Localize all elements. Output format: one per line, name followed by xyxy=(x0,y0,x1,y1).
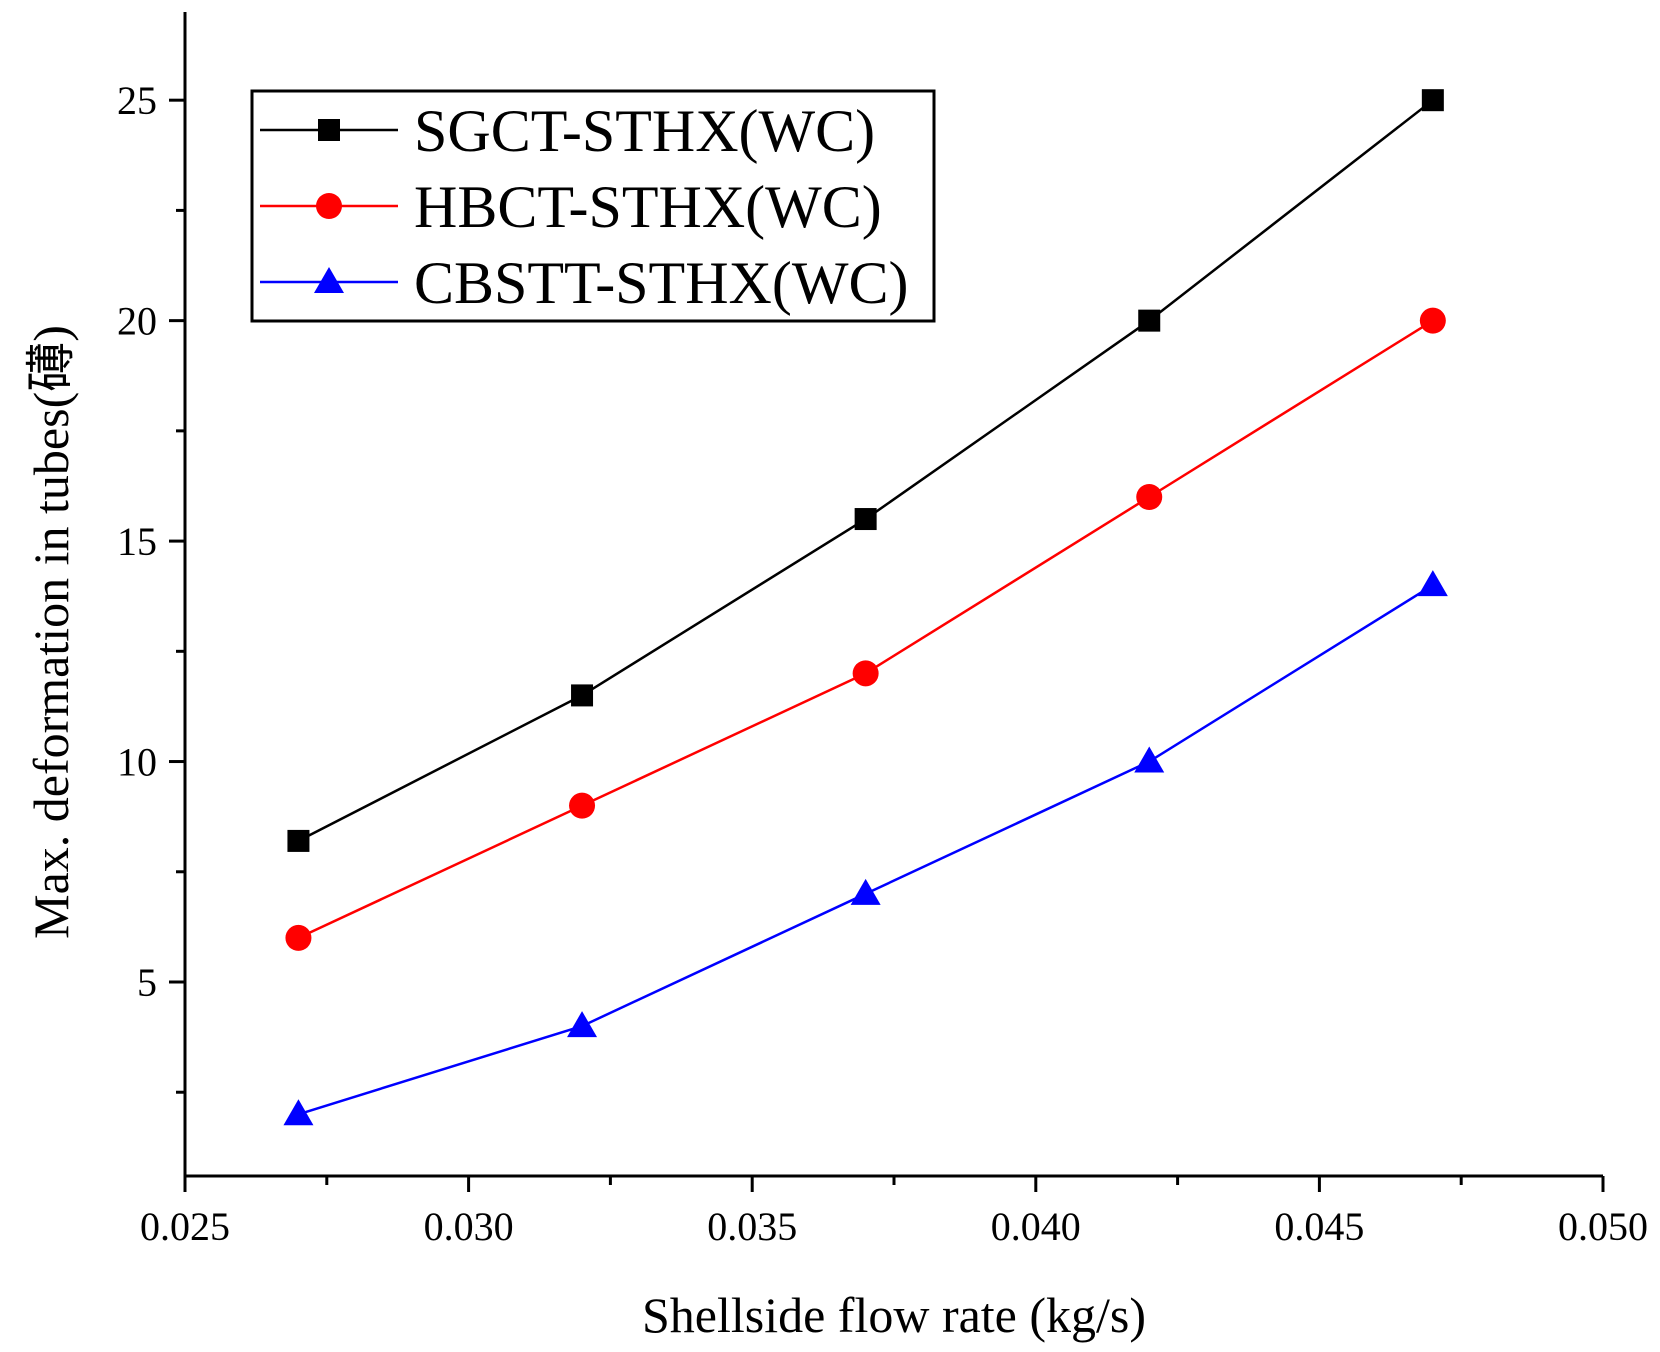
x-tick-label: 0.045 xyxy=(1274,1204,1364,1249)
y-tick-label: 10 xyxy=(117,740,157,785)
legend-marker xyxy=(316,193,342,219)
x-tick-label: 0.025 xyxy=(140,1204,230,1249)
x-tick-label: 0.030 xyxy=(424,1204,514,1249)
legend-label: CBSTT-STHX(WC) xyxy=(414,250,908,316)
legend-entry: CBSTT-STHX(WC) xyxy=(260,250,908,316)
data-point xyxy=(567,1011,598,1038)
legend: SGCT-STHX(WC) HBCT-STHX(WC) CBSTT-STHX(WC) xyxy=(250,89,936,323)
legend-label: SGCT-STHX(WC) xyxy=(414,98,875,164)
data-point xyxy=(1421,89,1444,112)
data-point xyxy=(1419,307,1446,334)
data-point xyxy=(1417,570,1448,597)
data-point xyxy=(285,924,312,951)
series-square xyxy=(287,89,1444,852)
series-circle xyxy=(285,307,1446,951)
series-layer xyxy=(283,89,1448,1126)
legend-marker xyxy=(318,119,340,141)
data-point xyxy=(1136,484,1163,510)
legend-entry: HBCT-STHX(WC) xyxy=(260,174,882,240)
y-tick-label: 15 xyxy=(117,519,157,564)
y-tick-label: 20 xyxy=(117,299,157,344)
legend-label: HBCT-STHX(WC) xyxy=(414,174,882,240)
x-tick-label: 0.040 xyxy=(991,1204,1081,1249)
y-ticks: 5 10 15 20 25 xyxy=(117,78,185,1094)
series-line xyxy=(297,319,1434,940)
legend-items: SGCT-STHX(WC) HBCT-STHX(WC) CBSTT-STHX(WC) xyxy=(260,98,908,316)
legend-marker xyxy=(314,267,344,293)
series-triangle xyxy=(283,570,1448,1126)
data-point xyxy=(850,878,881,905)
x-tick-label: 0.035 xyxy=(707,1204,797,1249)
data-point xyxy=(287,829,310,852)
data-point xyxy=(283,1099,314,1126)
y-axis-title: Max. deformation in tubes(礡) xyxy=(23,325,79,939)
data-point xyxy=(852,660,879,687)
x-ticks: 0.025 0.030 0.035 0.040 0.045 0.050 xyxy=(140,1176,1648,1249)
data-point xyxy=(1138,309,1161,332)
data-point xyxy=(1134,746,1165,773)
data-point xyxy=(854,508,877,531)
y-tick-label: 5 xyxy=(137,960,157,1005)
data-point xyxy=(569,792,596,819)
x-axis-title: Shellside flow rate (kg/s) xyxy=(642,1287,1146,1343)
legend-entry: SGCT-STHX(WC) xyxy=(260,98,875,164)
x-tick-label: 0.050 xyxy=(1558,1204,1648,1249)
data-point xyxy=(571,684,594,707)
y-tick-label: 25 xyxy=(117,78,157,123)
